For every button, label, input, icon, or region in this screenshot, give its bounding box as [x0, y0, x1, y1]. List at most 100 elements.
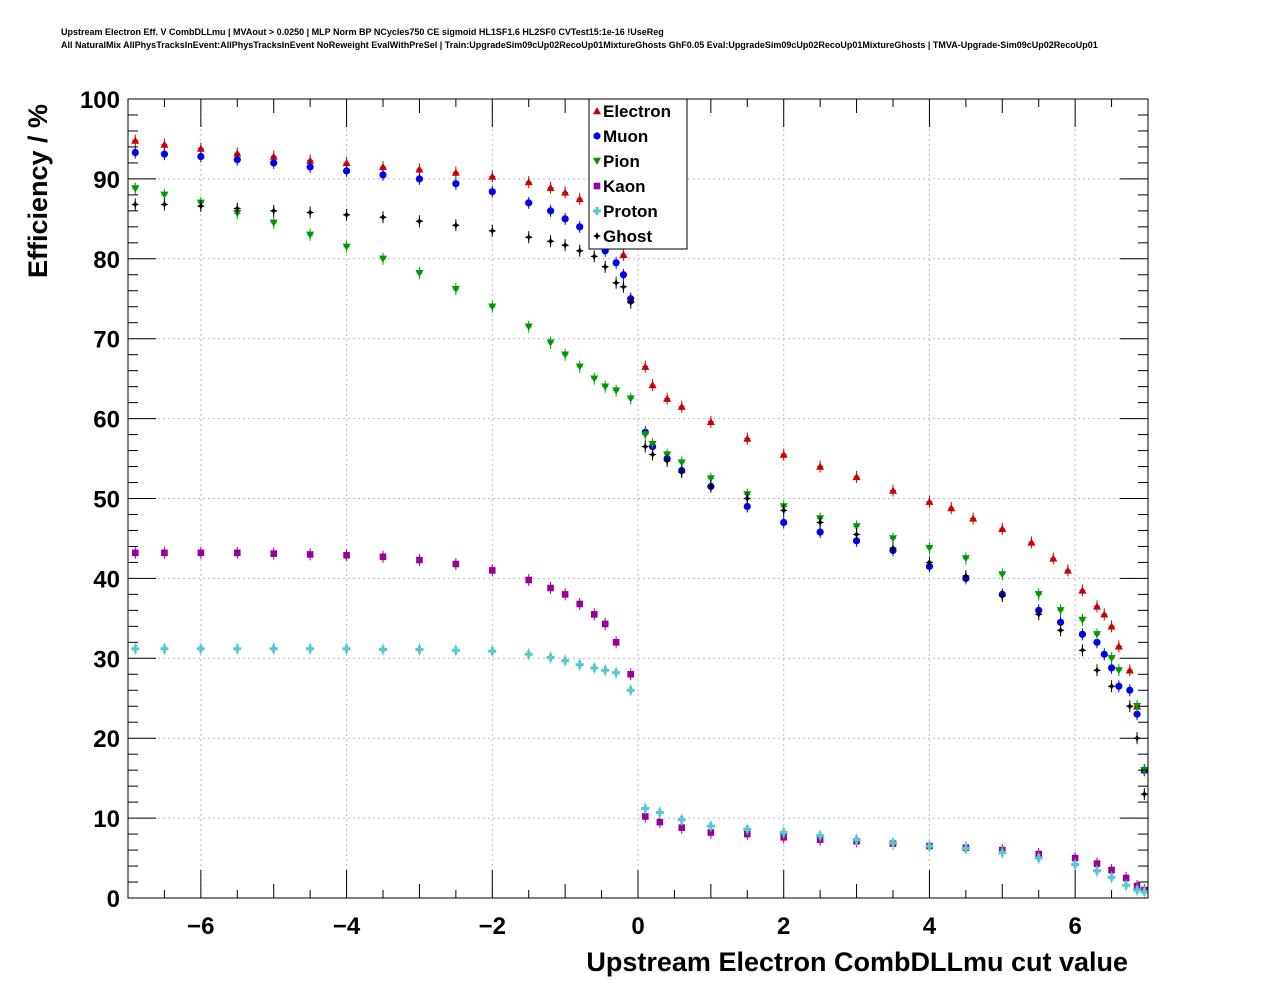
data-point	[1093, 666, 1101, 675]
data-point	[561, 351, 570, 359]
data-point	[415, 175, 424, 183]
data-point	[1049, 554, 1058, 562]
data-point	[1056, 607, 1065, 615]
legend-marker	[593, 157, 601, 165]
data-point	[706, 475, 715, 483]
x-tick-label: −6	[187, 913, 214, 940]
data-point	[561, 656, 570, 665]
data-point	[197, 152, 205, 161]
data-point	[575, 194, 584, 203]
data-point	[525, 199, 533, 207]
data-point	[1034, 610, 1043, 619]
data-point	[601, 383, 610, 391]
data-point	[160, 191, 169, 199]
data-point	[306, 163, 314, 171]
data-point	[852, 835, 861, 844]
data-point	[269, 206, 278, 215]
data-point	[743, 825, 752, 834]
series-kaon	[131, 546, 1148, 897]
data-point	[816, 462, 825, 470]
data-point	[1133, 703, 1142, 711]
data-point	[947, 504, 956, 512]
data-point	[160, 150, 169, 158]
data-point	[648, 381, 657, 389]
data-point	[590, 375, 599, 383]
data-point	[1078, 646, 1087, 655]
data-point	[1125, 702, 1134, 711]
legend-label: Pion	[603, 152, 640, 171]
data-point	[1133, 886, 1142, 895]
data-point	[1122, 881, 1131, 890]
legend-label: Muon	[603, 127, 648, 146]
data-point	[547, 584, 554, 592]
y-axis-label: Efficiency / %	[23, 104, 53, 278]
data-point	[852, 472, 861, 481]
data-point	[379, 255, 387, 263]
data-point	[306, 644, 315, 653]
data-point	[343, 551, 350, 559]
data-point	[451, 285, 460, 294]
data-point	[131, 644, 140, 653]
data-point	[233, 204, 242, 213]
data-point	[1093, 860, 1101, 867]
data-point	[619, 250, 628, 259]
data-point	[160, 644, 169, 653]
x-tick-label: −2	[479, 913, 506, 940]
legend: Electron Muon Pion Kaon Proton Ghost	[588, 98, 688, 250]
data-point	[451, 221, 460, 230]
data-point	[612, 668, 621, 677]
data-point	[451, 168, 460, 176]
data-point	[612, 387, 621, 395]
data-point	[590, 252, 599, 261]
data-point	[576, 223, 584, 231]
data-point	[546, 237, 555, 246]
data-point	[1125, 666, 1134, 674]
data-point	[546, 207, 555, 215]
data-point	[416, 556, 423, 564]
data-point	[306, 551, 314, 558]
y-tick-label: 50	[93, 487, 120, 514]
data-point	[601, 666, 610, 675]
data-point	[619, 271, 628, 279]
data-point	[488, 303, 497, 311]
data-markers	[131, 134, 1149, 898]
data-point	[160, 200, 169, 209]
legend-marker	[593, 182, 601, 190]
data-point	[743, 502, 751, 511]
data-point	[233, 644, 242, 653]
data-point	[816, 528, 824, 536]
data-point	[160, 140, 169, 148]
data-point	[641, 431, 650, 439]
data-point	[780, 518, 788, 527]
y-tick-label: 40	[93, 566, 120, 593]
data-point	[379, 645, 387, 654]
data-point	[601, 620, 609, 628]
data-point	[743, 434, 752, 442]
data-point	[677, 459, 686, 467]
y-tick-label: 100	[80, 87, 120, 114]
data-point	[415, 269, 424, 278]
data-point	[379, 553, 387, 561]
data-point	[451, 646, 460, 655]
data-point	[1100, 610, 1109, 618]
data-point	[641, 442, 650, 451]
data-point	[379, 171, 387, 179]
data-point	[779, 506, 788, 515]
y-tick-label: 20	[93, 726, 120, 753]
y-tick-label: 30	[93, 646, 120, 673]
series-ghost	[131, 198, 1149, 801]
data-point	[196, 644, 205, 653]
data-point	[415, 165, 424, 173]
data-point	[1122, 874, 1130, 882]
data-point	[889, 544, 897, 553]
data-point	[270, 159, 278, 167]
data-point	[488, 172, 497, 180]
data-point	[233, 156, 241, 164]
data-point	[575, 660, 584, 669]
legend-marker	[593, 132, 601, 140]
data-point	[1107, 655, 1116, 663]
data-point	[575, 363, 584, 371]
data-point	[998, 524, 1007, 533]
data-point	[196, 144, 205, 152]
